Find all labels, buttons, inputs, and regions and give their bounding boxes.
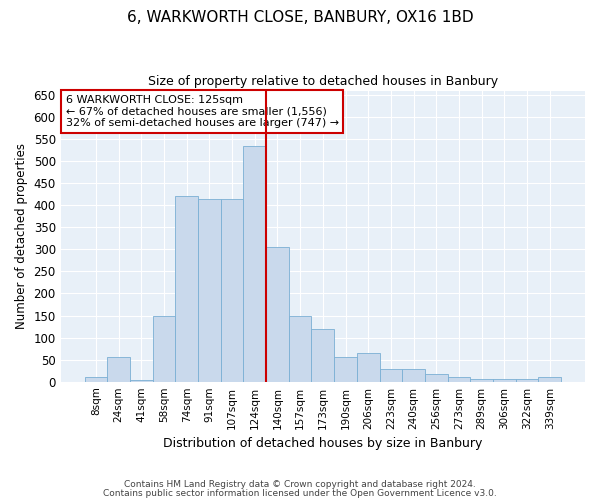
Bar bbox=[516, 380, 538, 382]
Bar bbox=[493, 380, 516, 382]
X-axis label: Distribution of detached houses by size in Banbury: Distribution of detached houses by size … bbox=[163, 437, 482, 450]
Bar bbox=[402, 370, 425, 382]
Bar bbox=[425, 374, 448, 382]
Text: Contains public sector information licensed under the Open Government Licence v3: Contains public sector information licen… bbox=[103, 488, 497, 498]
Bar bbox=[244, 146, 266, 382]
Bar bbox=[175, 196, 198, 382]
Text: Contains HM Land Registry data © Crown copyright and database right 2024.: Contains HM Land Registry data © Crown c… bbox=[124, 480, 476, 489]
Bar bbox=[221, 198, 244, 382]
Text: 6 WARKWORTH CLOSE: 125sqm
← 67% of detached houses are smaller (1,556)
32% of se: 6 WARKWORTH CLOSE: 125sqm ← 67% of detac… bbox=[66, 95, 339, 128]
Bar bbox=[85, 378, 107, 382]
Bar bbox=[538, 378, 561, 382]
Bar bbox=[357, 353, 380, 382]
Bar bbox=[198, 198, 221, 382]
Bar bbox=[130, 380, 152, 382]
Bar bbox=[470, 380, 493, 382]
Bar bbox=[266, 247, 289, 382]
Bar bbox=[334, 358, 357, 382]
Bar bbox=[380, 370, 402, 382]
Bar bbox=[152, 316, 175, 382]
Bar bbox=[107, 358, 130, 382]
Bar bbox=[289, 316, 311, 382]
Text: 6, WARKWORTH CLOSE, BANBURY, OX16 1BD: 6, WARKWORTH CLOSE, BANBURY, OX16 1BD bbox=[127, 10, 473, 25]
Title: Size of property relative to detached houses in Banbury: Size of property relative to detached ho… bbox=[148, 75, 498, 88]
Bar bbox=[448, 378, 470, 382]
Bar bbox=[311, 328, 334, 382]
Y-axis label: Number of detached properties: Number of detached properties bbox=[15, 143, 28, 329]
